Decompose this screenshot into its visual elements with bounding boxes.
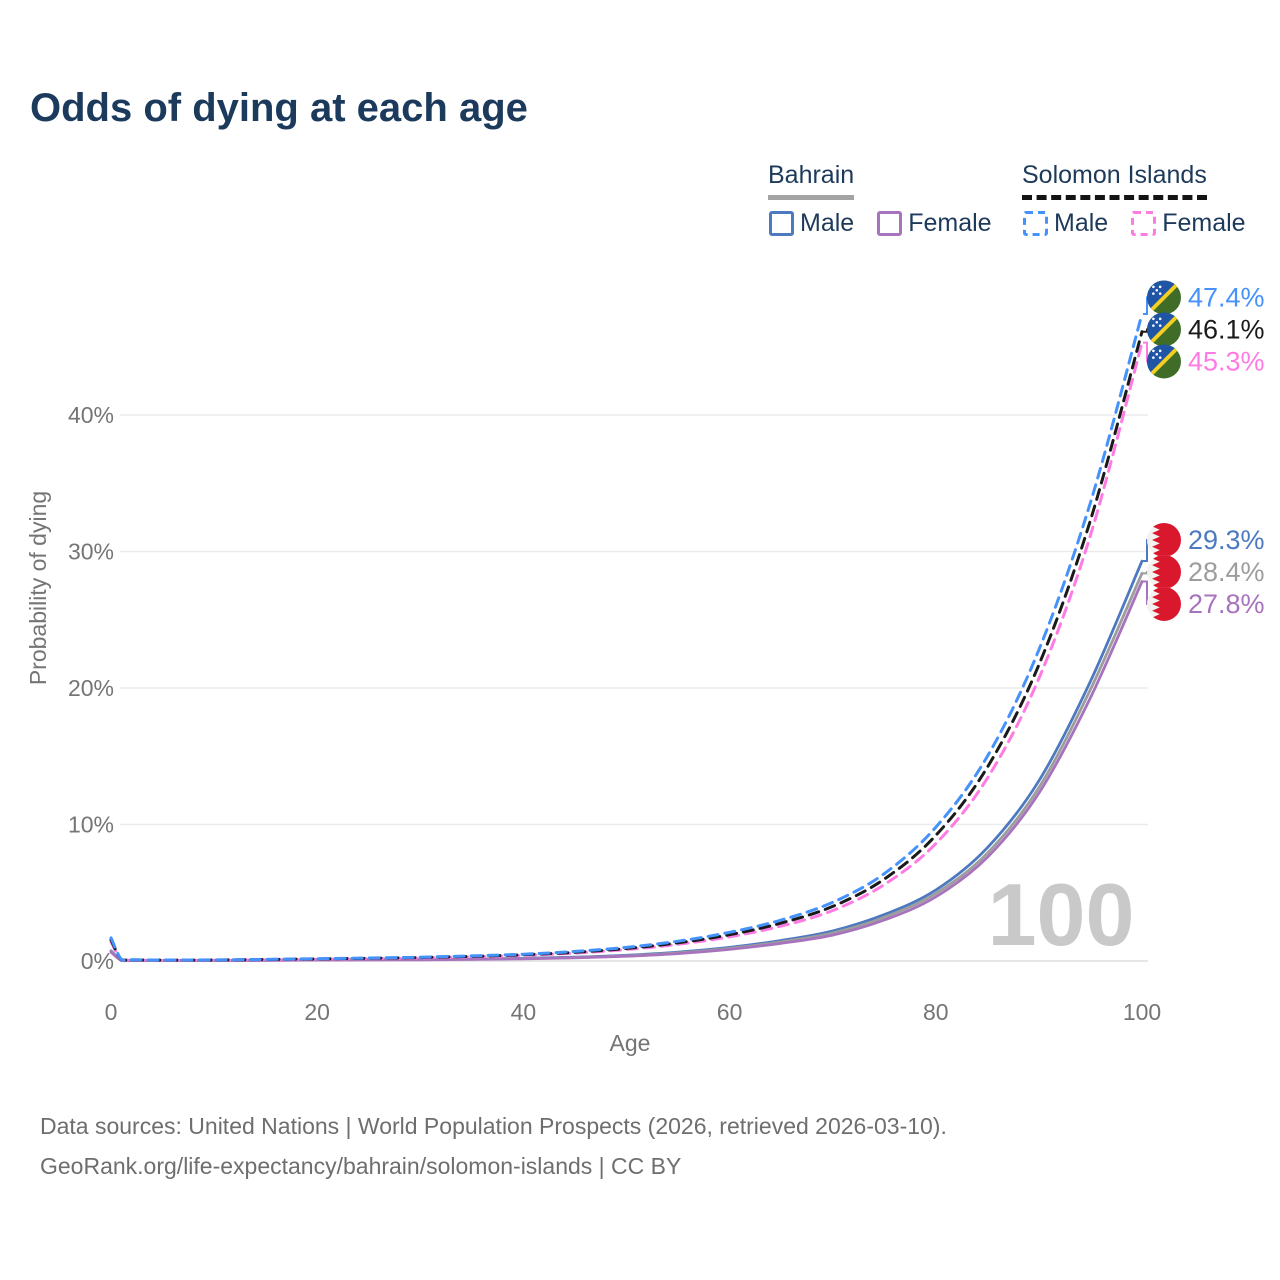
- watermark-age-100: 100: [988, 865, 1135, 964]
- legend-item-bahrain-male[interactable]: Male: [768, 209, 854, 238]
- legend-swatch-icon: [769, 210, 794, 236]
- flag-bahrain-icon: [1147, 587, 1181, 621]
- x-tick-label: 20: [304, 999, 330, 1025]
- legend-swatch-icon: [1131, 210, 1157, 236]
- page-title: Odds of dying at each age: [30, 86, 528, 130]
- x-tick-label: 100: [1123, 999, 1161, 1025]
- legend-country-label: Solomon Islands: [1022, 161, 1207, 200]
- legend-swatch-icon: [1023, 210, 1048, 236]
- legend-swatch-icon: [877, 210, 903, 236]
- flag-solomon-islands-icon: [1146, 280, 1182, 316]
- y-tick-label: 20%: [68, 675, 114, 701]
- end-value-label-solomon-islands-male: 47.4%: [1188, 282, 1265, 312]
- end-value-label-solomon-islands-combined: 46.1%: [1188, 314, 1265, 344]
- x-axis-title: Age: [610, 1030, 651, 1056]
- x-tick-label: 60: [717, 999, 743, 1025]
- x-tick-label: 80: [923, 999, 949, 1025]
- y-tick-label: 30%: [68, 539, 114, 565]
- flag-bahrain-icon: [1147, 523, 1181, 557]
- end-value-label-bahrain-male: 29.3%: [1188, 525, 1265, 555]
- y-tick-label: 10%: [68, 812, 114, 838]
- end-value-label-bahrain-female: 27.8%: [1188, 589, 1265, 619]
- y-tick-label: 40%: [68, 402, 114, 428]
- legend-item-label: Male: [1054, 208, 1109, 237]
- x-tick-label: 40: [511, 999, 537, 1025]
- x-tick-label: 0: [105, 999, 118, 1025]
- legend-item-label: Male: [800, 208, 855, 237]
- legend-group-solomon-islands: Solomon Islands Male Female: [1022, 161, 1268, 238]
- flag-bahrain-icon: [1147, 555, 1181, 589]
- end-value-label-bahrain-combined: 28.4%: [1188, 557, 1265, 587]
- footer: Data sources: United Nations | World Pop…: [40, 1106, 947, 1186]
- legend-item-solomon-islands-female[interactable]: Female: [1130, 208, 1246, 238]
- end-value-label-solomon-islands-female: 45.3%: [1188, 346, 1265, 376]
- flag-solomon-islands-icon: [1146, 312, 1182, 348]
- legend-item-bahrain-female[interactable]: Female: [876, 208, 992, 238]
- legend-item-label: Female: [908, 208, 992, 237]
- legend-item-label: Female: [1162, 208, 1246, 237]
- legend-group-bahrain: Bahrain Male Female: [768, 161, 1014, 238]
- legend-item-solomon-islands-male[interactable]: Male: [1022, 209, 1108, 238]
- flag-solomon-islands-icon: [1146, 344, 1182, 380]
- footer-sources: Data sources: United Nations | World Pop…: [40, 1113, 947, 1139]
- legend-country-label: Bahrain: [768, 161, 855, 200]
- y-tick-label: 0%: [81, 948, 114, 974]
- series-line-solomon-islands-male: [109, 312, 1144, 962]
- footer-attribution: GeoRank.org/life-expectancy/bahrain/solo…: [40, 1153, 682, 1179]
- y-axis-title: Probability of dying: [25, 491, 51, 685]
